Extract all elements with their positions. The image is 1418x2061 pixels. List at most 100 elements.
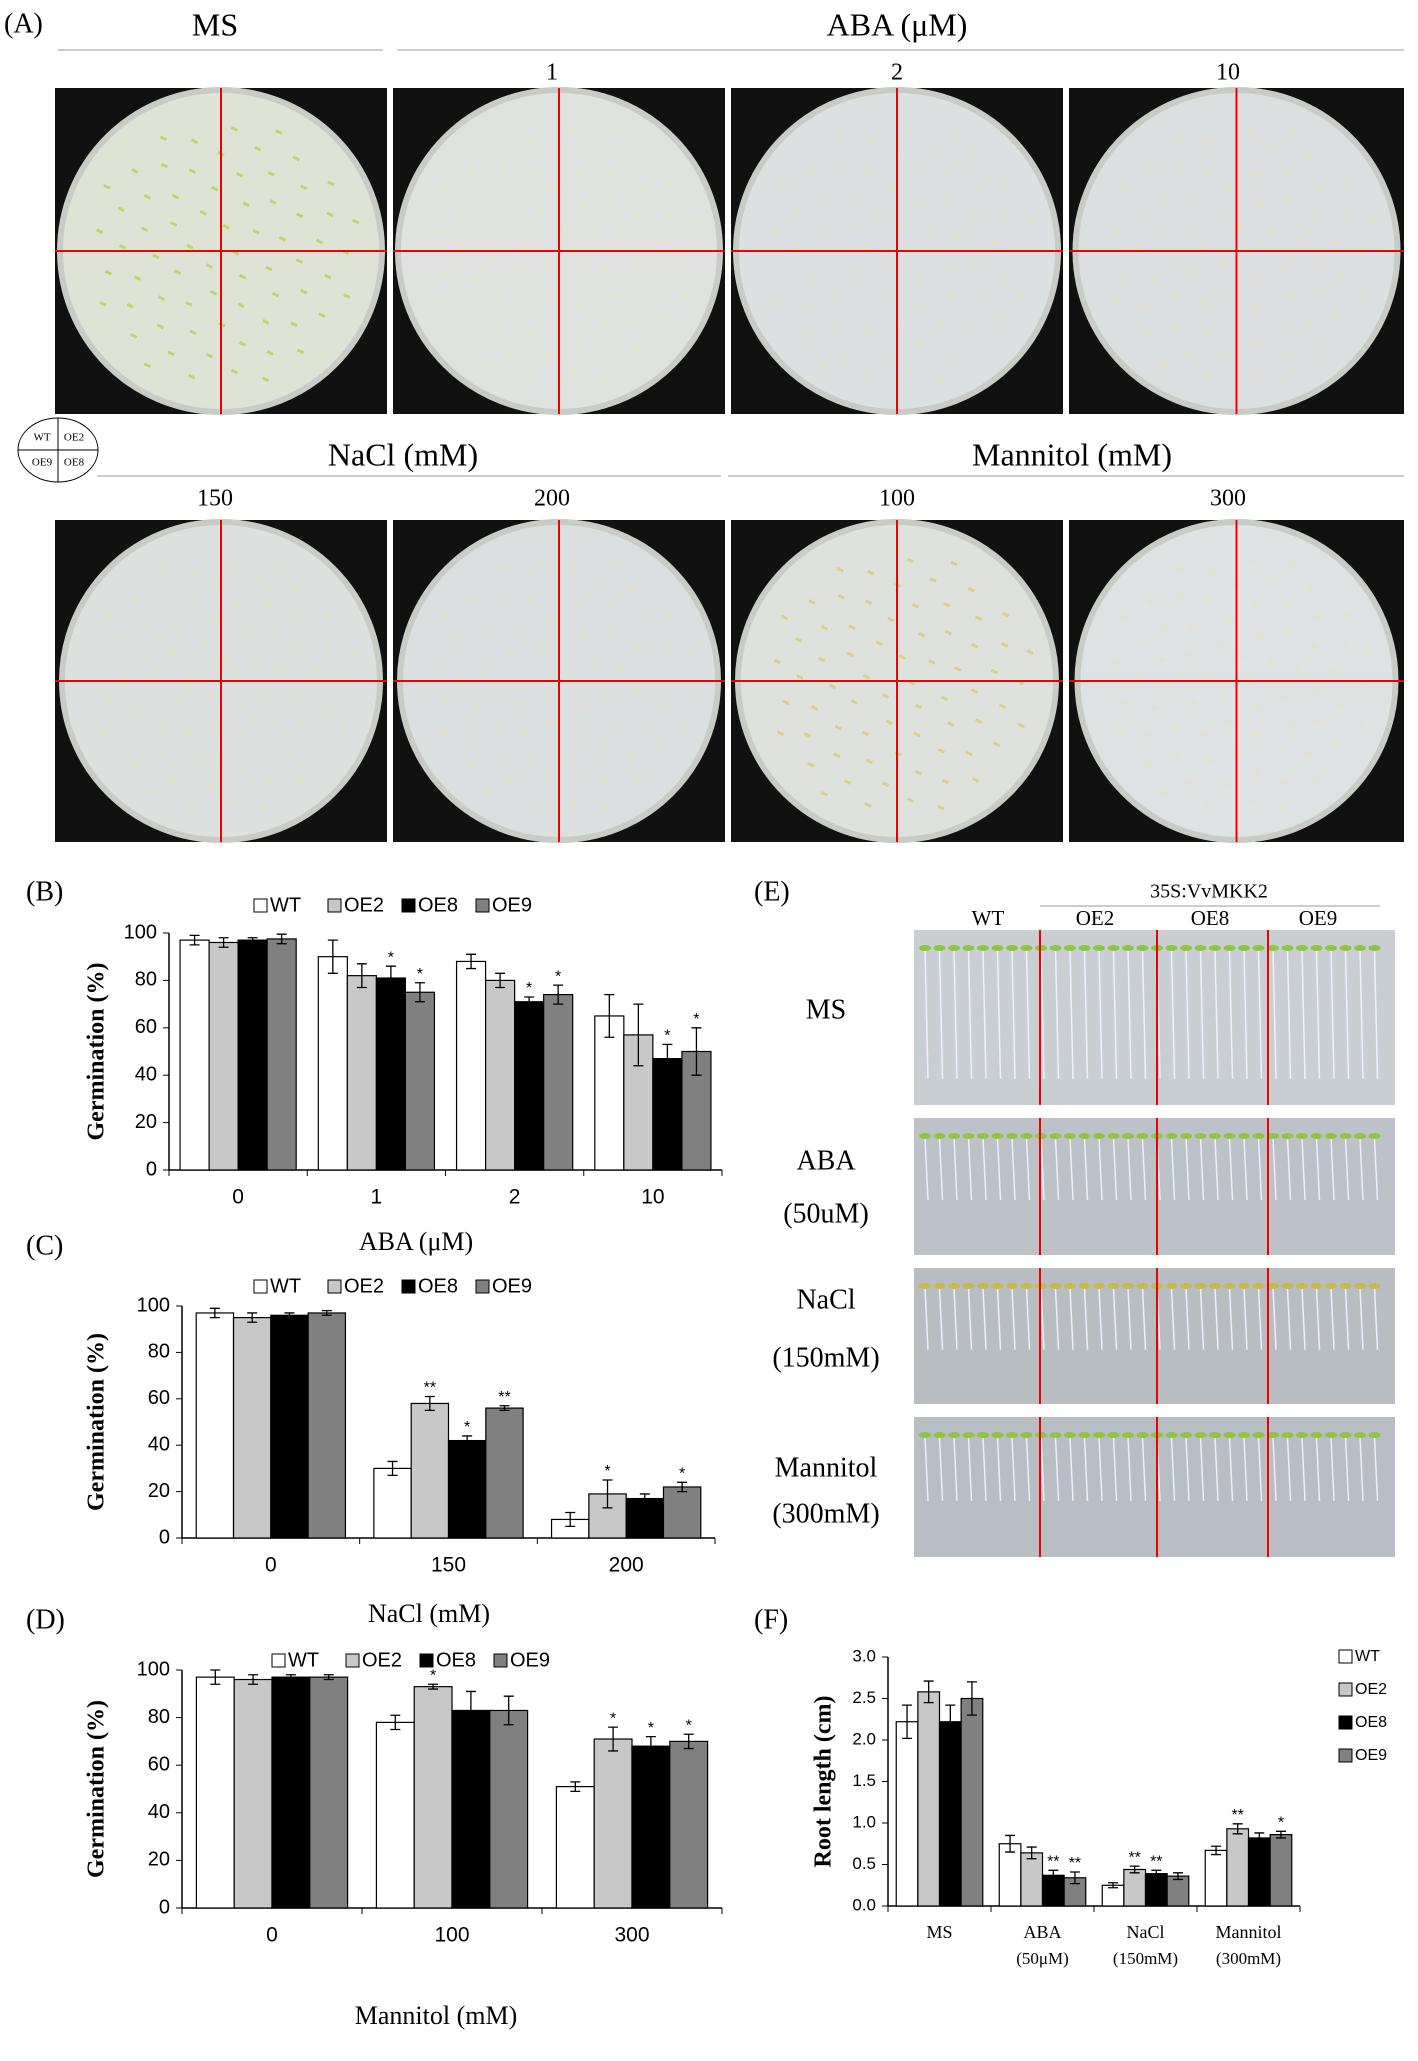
root	[1359, 949, 1364, 1079]
seedling	[928, 228, 936, 235]
error-bar	[285, 1674, 296, 1681]
seedling	[186, 243, 194, 250]
seedling	[1168, 683, 1176, 690]
seedling	[771, 228, 780, 235]
significance: *	[664, 1028, 670, 1045]
cotyledon	[1296, 1283, 1308, 1289]
cotyledon	[1122, 1432, 1134, 1438]
seedling	[1331, 238, 1339, 245]
root	[1286, 1137, 1292, 1201]
x-tick-label: 10	[641, 1186, 664, 1209]
cotyledon	[1122, 945, 1134, 951]
bar	[373, 1467, 412, 1539]
seedling	[1173, 295, 1181, 301]
seedling	[818, 656, 826, 663]
seedling	[1315, 184, 1323, 191]
seedling	[866, 138, 875, 145]
root	[1243, 1137, 1248, 1201]
seedling	[157, 295, 165, 301]
error-bar	[462, 1435, 473, 1446]
seedling	[576, 769, 585, 776]
root	[924, 1287, 929, 1350]
seedling	[343, 293, 351, 299]
seedling	[662, 273, 670, 280]
seedling	[211, 185, 219, 192]
seedling	[875, 640, 884, 647]
seedling	[1225, 289, 1233, 296]
seedling	[656, 312, 664, 319]
seedling	[317, 741, 325, 748]
seedling	[1149, 275, 1157, 281]
root	[1286, 949, 1292, 1079]
seedling	[268, 629, 277, 636]
bar	[317, 956, 348, 1171]
error-bar	[189, 934, 200, 946]
seedling	[120, 674, 128, 680]
bar	[195, 1676, 235, 1909]
dose: 300	[1210, 486, 1246, 512]
bar	[1020, 1852, 1044, 1907]
seedling	[131, 168, 139, 174]
seedling	[1175, 566, 1184, 573]
cotyledon	[1136, 1283, 1149, 1289]
seedling	[261, 748, 270, 754]
seedling	[1308, 155, 1316, 162]
line-label: OE9	[1299, 906, 1338, 930]
seedling	[1289, 560, 1298, 567]
seedling	[230, 797, 238, 804]
seedling	[628, 321, 636, 328]
cotyledon	[1078, 1432, 1091, 1438]
seedling	[1238, 654, 1246, 660]
seedling	[1221, 781, 1229, 788]
error-bar	[966, 1681, 977, 1716]
seedling	[906, 368, 915, 375]
dose: 10	[1216, 60, 1240, 86]
root	[1243, 1436, 1248, 1502]
seedling	[529, 569, 537, 576]
seedling	[591, 577, 599, 583]
seedling	[490, 253, 498, 260]
seedling	[612, 560, 620, 567]
seedling	[574, 171, 582, 178]
cotyledon	[1238, 1133, 1250, 1139]
cotyledon	[1223, 1432, 1236, 1438]
seedling	[906, 126, 915, 132]
root	[1344, 1137, 1350, 1201]
seedling	[1246, 797, 1254, 804]
seedling	[576, 703, 585, 710]
seedling	[976, 288, 984, 295]
error-bar	[503, 1695, 514, 1726]
seedling	[118, 243, 127, 250]
cotyledon	[1339, 1283, 1352, 1289]
cotyledon	[1078, 1133, 1091, 1139]
seedling	[974, 615, 983, 621]
seedling	[847, 193, 856, 200]
error-bar	[1069, 1871, 1080, 1885]
cotyledon	[1310, 1432, 1323, 1438]
seedling	[524, 673, 532, 680]
error-bar	[691, 1027, 702, 1076]
seedling	[605, 601, 613, 608]
seedling	[1338, 703, 1346, 710]
bar	[1247, 1837, 1271, 1907]
seedling	[481, 194, 490, 200]
seedling	[126, 302, 134, 309]
seedling	[99, 301, 107, 307]
seedling	[1146, 761, 1154, 768]
seedling	[913, 731, 921, 738]
legend-label: OE2	[344, 1275, 384, 1297]
seedling	[833, 295, 841, 301]
seedling	[568, 126, 577, 132]
seedling	[863, 373, 872, 380]
cotyledon	[991, 945, 1004, 951]
cotyledon	[977, 1432, 989, 1438]
seedling	[1225, 719, 1233, 726]
root	[1025, 1287, 1031, 1350]
root	[1083, 1436, 1089, 1502]
root	[967, 949, 973, 1079]
seedling	[191, 569, 199, 576]
seedling	[568, 797, 576, 804]
seedling	[495, 295, 503, 301]
root	[1359, 1287, 1364, 1350]
seedling	[967, 586, 975, 593]
